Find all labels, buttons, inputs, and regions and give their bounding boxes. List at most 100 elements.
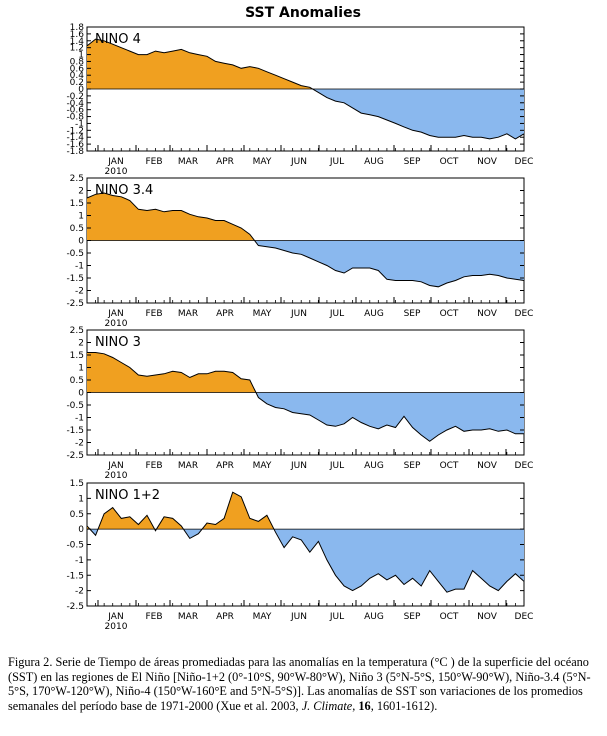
y-tick-label: -1.6 bbox=[66, 140, 84, 150]
month-label: OCT bbox=[440, 157, 459, 167]
month-label: AUG bbox=[364, 612, 384, 622]
y-tick-label: 1.8 bbox=[70, 23, 85, 33]
y-tick-label: -2.5 bbox=[66, 602, 84, 612]
y-tick-label: 0 bbox=[78, 525, 84, 535]
y-tick-label: -1.8 bbox=[66, 147, 84, 157]
month-label: NOV bbox=[477, 461, 498, 471]
y-tick-label: -1 bbox=[75, 119, 84, 129]
year-label: 2010 bbox=[105, 622, 128, 632]
panel-1: 1.81.61.41.210.80.60.40.20-0.2-0.4-0.6-0… bbox=[66, 23, 533, 177]
month-label: FEB bbox=[145, 612, 162, 622]
negative-anomaly-area bbox=[87, 89, 524, 139]
panel-title: NINO 3 bbox=[95, 335, 141, 350]
anomaly-series-line bbox=[86, 38, 525, 140]
year-label: 2010 bbox=[105, 319, 128, 329]
y-tick-label: 1.4 bbox=[70, 37, 85, 47]
y-tick-label: 0 bbox=[78, 389, 84, 399]
y-tick-label: -0.5 bbox=[66, 541, 84, 551]
y-tick-label: 2 bbox=[78, 187, 84, 197]
month-label: FEB bbox=[145, 309, 162, 319]
month-label: SEP bbox=[404, 157, 421, 167]
y-tick-label: -0.5 bbox=[66, 401, 84, 411]
month-label: OCT bbox=[440, 612, 459, 622]
month-label: JAN bbox=[107, 157, 123, 167]
caption-pages: , 1601-1612). bbox=[370, 698, 438, 713]
panel-title: NINO 1+2 bbox=[95, 488, 160, 503]
y-tick-label: 2 bbox=[78, 339, 84, 349]
month-label: APR bbox=[216, 612, 234, 622]
anomaly-series-line bbox=[86, 491, 525, 593]
month-label: MAR bbox=[178, 157, 198, 167]
month-label: JUL bbox=[329, 461, 344, 471]
month-label: OCT bbox=[440, 309, 459, 319]
month-label: MAR bbox=[178, 309, 198, 319]
anomaly-series-line bbox=[87, 352, 524, 442]
month-label: APR bbox=[216, 461, 234, 471]
month-label: NOV bbox=[477, 309, 498, 319]
negative-anomaly-area bbox=[87, 240, 524, 287]
y-tick-label: 1 bbox=[78, 364, 84, 374]
month-label: AUG bbox=[364, 309, 384, 319]
y-tick-label: -2 bbox=[75, 287, 84, 297]
month-label: MAR bbox=[178, 461, 198, 471]
month-label: SEP bbox=[404, 461, 421, 471]
y-tick-label: 1.5 bbox=[70, 351, 84, 361]
y-tick-label: -0.4 bbox=[66, 99, 84, 109]
month-label: FEB bbox=[145, 461, 162, 471]
panel-4: 1.5 1 0.5 0 -0.5 -1 -1.5 -2 -2.5 JAN FEB MAR APR MAY J… bbox=[66, 479, 533, 632]
month-label: JUL bbox=[329, 309, 344, 319]
month-label: MAY bbox=[253, 309, 272, 319]
y-tick-label: 1.6 bbox=[70, 30, 85, 40]
y-tick-label: -0.5 bbox=[66, 249, 84, 259]
y-tick-label: 1 bbox=[78, 212, 84, 222]
month-label: JAN bbox=[107, 461, 123, 471]
month-label: DEC bbox=[515, 612, 534, 622]
caption-main-text: Figura 2. Serie de Tiempo de áreas prome… bbox=[8, 655, 591, 713]
y-tick-label: -0.2 bbox=[66, 92, 84, 102]
panel-title: NINO 3.4 bbox=[95, 183, 153, 198]
y-tick-label: 0.5 bbox=[70, 224, 84, 234]
y-tick-label: 1 bbox=[78, 51, 84, 61]
y-tick-label: 0.5 bbox=[70, 376, 84, 386]
figure-caption: Figura 2. Serie de Tiempo de áreas prome… bbox=[8, 655, 600, 713]
month-label: APR bbox=[216, 157, 234, 167]
month-label: MAY bbox=[253, 461, 272, 471]
y-tick-label: 0 bbox=[78, 85, 84, 95]
year-label: 2010 bbox=[105, 167, 128, 177]
month-label: APR bbox=[216, 309, 234, 319]
month-label: OCT bbox=[440, 461, 459, 471]
y-tick-label: -1 bbox=[75, 556, 84, 566]
year-label: 2010 bbox=[105, 471, 128, 481]
panel-3: 2.5 2 1.5 1 0.5 0 -0.5 -1 -1.5 -2 -2.5 JAN FEB MAR APR… bbox=[66, 326, 533, 481]
month-label: NOV bbox=[477, 157, 498, 167]
month-label: JUL bbox=[329, 157, 344, 167]
y-tick-label: -1.5 bbox=[66, 426, 84, 436]
month-label: FEB bbox=[145, 157, 162, 167]
positive-anomaly-area bbox=[87, 352, 524, 393]
y-tick-label: 0.2 bbox=[70, 78, 84, 88]
positive-anomaly-area bbox=[87, 193, 524, 241]
month-label: MAY bbox=[253, 612, 272, 622]
y-tick-label: 0.8 bbox=[70, 57, 85, 67]
y-tick-label: -2.5 bbox=[66, 451, 84, 461]
caption-sep: , bbox=[352, 698, 359, 713]
y-tick-label: -0.8 bbox=[66, 113, 84, 123]
month-label: JUN bbox=[290, 309, 307, 319]
y-tick-label: -2.5 bbox=[66, 299, 84, 309]
y-tick-label: 1.5 bbox=[70, 199, 84, 209]
month-label: AUG bbox=[364, 461, 384, 471]
y-tick-label: -2 bbox=[75, 439, 84, 449]
month-label: DEC bbox=[515, 309, 534, 319]
month-label: JUN bbox=[290, 612, 307, 622]
positive-anomaly-area bbox=[87, 492, 524, 530]
month-label: JUN bbox=[290, 461, 307, 471]
panels-group: 1.81.61.41.210.80.60.40.20-0.2-0.4-0.6-0… bbox=[66, 23, 533, 632]
y-tick-label: -1.5 bbox=[66, 571, 84, 581]
y-tick-label: -1.5 bbox=[66, 274, 84, 284]
y-tick-label: -1.2 bbox=[66, 126, 84, 136]
y-tick-label: 0.6 bbox=[70, 64, 85, 74]
month-label: SEP bbox=[404, 612, 421, 622]
month-label: MAY bbox=[253, 157, 272, 167]
y-tick-label: 1 bbox=[78, 494, 84, 504]
positive-anomaly-area bbox=[87, 39, 524, 89]
